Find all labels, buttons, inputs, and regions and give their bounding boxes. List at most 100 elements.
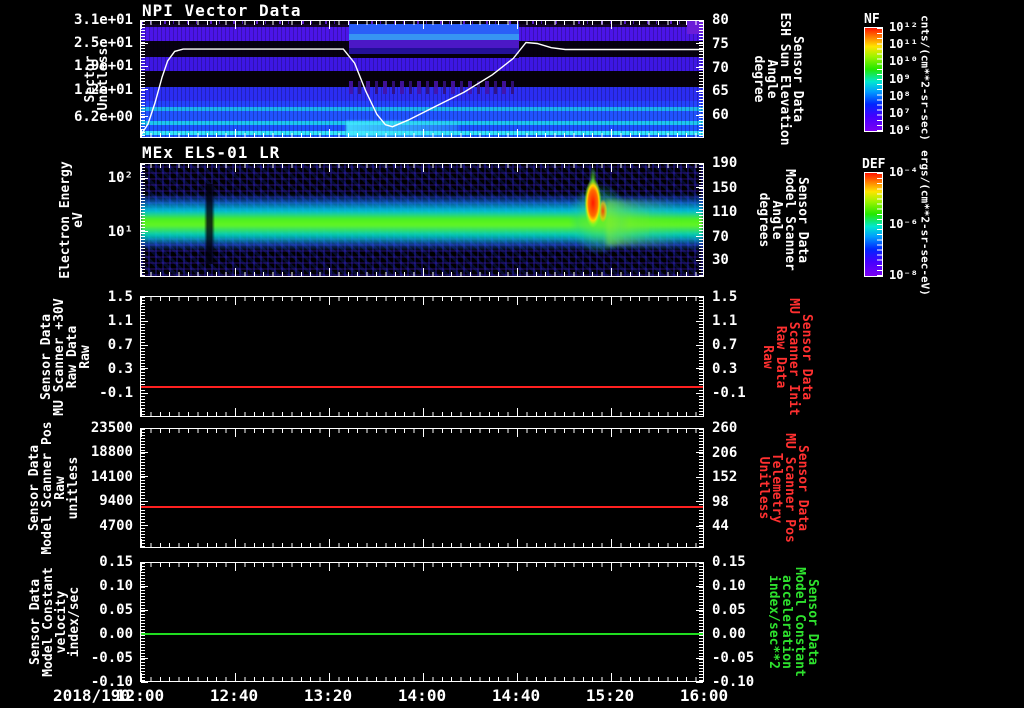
y-major-tick (141, 525, 148, 527)
y-major-tick (696, 67, 703, 69)
els-spectrogram-panel (140, 163, 704, 277)
y-minor-ticks (699, 164, 703, 276)
y-axis-tick-label: 75 (712, 35, 729, 52)
data-line (141, 633, 703, 635)
y-major-tick (696, 296, 703, 298)
def-colorbar-title: DEF (862, 157, 886, 172)
y-major-tick (141, 500, 148, 502)
y-axis-title-right: Sensor Data ESH Sun Elevation Angle degr… (751, 12, 805, 146)
y-axis-tick-label: 1.1 (712, 313, 738, 330)
nf-colorbar (864, 27, 883, 132)
y-axis-tick-label: 0.15 (712, 554, 746, 570)
colorbar-tick-label: 10¹⁰ (889, 54, 918, 69)
y-axis-tick-label: 190 (712, 155, 738, 171)
colorbar-tick-label: 10⁸ (889, 88, 911, 103)
y-major-tick (696, 114, 703, 116)
y-major-tick (141, 451, 148, 453)
y-axis-tick-label: 150 (712, 179, 738, 196)
y-axis-tick-label: 206 (712, 444, 738, 461)
nf-colorbar-units: cnts/(cm**2-sr-sec) (918, 15, 932, 141)
y-axis-tick-label: 44 (712, 518, 729, 535)
y-axis-tick-label: 10¹ (107, 223, 133, 240)
y-major-tick (696, 320, 703, 322)
y-axis-tick-label: 1.1 (107, 313, 133, 330)
data-line (141, 385, 703, 388)
x-major-ticks (141, 539, 703, 547)
y-major-tick (696, 236, 703, 238)
y-major-tick (141, 42, 148, 44)
y-minor-ticks (141, 21, 145, 137)
def-colorbar-units: ergs/(cm**2-sr-sec-eV) (918, 150, 932, 296)
y-axis-title-left: Sensor Data MU Scanner +30V Raw Data Raw (39, 297, 93, 416)
date-label: 2018/190 (52, 686, 130, 705)
y-axis-tick-label: 9400 (99, 493, 133, 510)
y-minor-ticks (141, 297, 145, 416)
y-axis-tick-label: -0.10 (712, 674, 755, 690)
npi-panel-title: NPI Vector Data (142, 1, 302, 20)
y-major-tick (696, 561, 703, 563)
y-axis-tick-label: 14100 (90, 468, 133, 485)
y-axis-tick-label: 70 (712, 228, 729, 245)
y-axis-tick-label: 1.2e+01 (73, 81, 133, 98)
y-axis-title-right: Sensor Data MU Scanner Pos Telemetry Uni… (756, 433, 810, 543)
y-axis-title-left: Electron Energy eV (58, 161, 86, 279)
y-axis-tick-label: 10² (107, 170, 133, 187)
x-axis-label: 14:40 (491, 686, 541, 705)
y-axis-tick-label: 0.15 (99, 554, 133, 570)
npi-spectrogram-panel (140, 20, 704, 138)
y-major-tick (696, 585, 703, 587)
y-axis-tick-label: 2.5e+01 (73, 35, 133, 51)
y-axis-tick-label: 1.5 (712, 288, 738, 305)
y-axis-title-left: Sensor Data Model Scanner Pos Raw unitle… (27, 421, 81, 555)
y-major-tick (141, 585, 148, 587)
y-axis-tick-label: 0.00 (99, 626, 133, 642)
y-major-tick (696, 19, 703, 21)
y-axis-tick-label: 0.7 (712, 337, 738, 353)
y-axis-tick-label: 98 (712, 493, 729, 510)
y-minor-ticks (141, 563, 145, 681)
x-major-ticks (141, 164, 703, 172)
y-major-tick (141, 116, 148, 118)
y-axis-tick-label: 260 (712, 420, 738, 436)
def-colorbar (864, 172, 883, 277)
y-axis-tick-label: 0.10 (99, 578, 133, 594)
y-axis-tick-label: 0.05 (99, 602, 133, 618)
y-major-tick (696, 476, 703, 478)
y-axis-tick-label: -0.1 (712, 385, 746, 402)
y-major-tick (141, 561, 148, 563)
y-major-tick (696, 344, 703, 346)
y-major-tick (141, 609, 148, 611)
y-major-tick (141, 65, 148, 67)
y-major-tick (696, 452, 703, 454)
y-axis-tick-label: 152 (712, 469, 738, 486)
x-axis-label: 13:20 (303, 686, 353, 705)
colorbar-tick-label: 10⁻⁴ (889, 165, 918, 179)
x-major-ticks (141, 673, 703, 681)
y-axis-tick-label: 80 (712, 12, 729, 28)
y-major-tick (141, 344, 148, 346)
x-axis-label: 12:40 (209, 686, 259, 705)
y-axis-tick-label: 18800 (90, 444, 133, 461)
y-major-tick (141, 392, 148, 394)
x-major-ticks (141, 297, 703, 305)
y-axis-title-right: Sensor Data Model Constant acceleration … (766, 567, 820, 677)
y-axis-tick-label: 110 (712, 204, 738, 221)
colorbar-tick-label: 10¹² (889, 20, 918, 34)
x-major-ticks (141, 129, 703, 137)
y-axis-tick-label: 70 (712, 59, 729, 76)
y-major-tick (696, 501, 703, 503)
y-axis-title-right: Sensor Data MU Scanner Init Raw Data Raw (760, 297, 814, 416)
x-major-ticks (141, 563, 703, 571)
y-minor-ticks (699, 563, 703, 681)
y-minor-ticks (141, 164, 145, 276)
y-axis-tick-label: 4700 (99, 517, 133, 534)
y-axis-tick-label: 0.7 (107, 337, 133, 353)
sun-elevation-line (141, 41, 703, 136)
y-major-tick (696, 90, 703, 92)
x-axis-label: 14:00 (397, 686, 447, 705)
y-axis-title-right: Sensor Data Model Scanner Angle degrees (756, 169, 810, 271)
y-axis-tick-label: 1.9e+01 (73, 58, 133, 75)
model-constant-velocity-panel (140, 562, 704, 682)
x-axis-label: 15:20 (585, 686, 635, 705)
